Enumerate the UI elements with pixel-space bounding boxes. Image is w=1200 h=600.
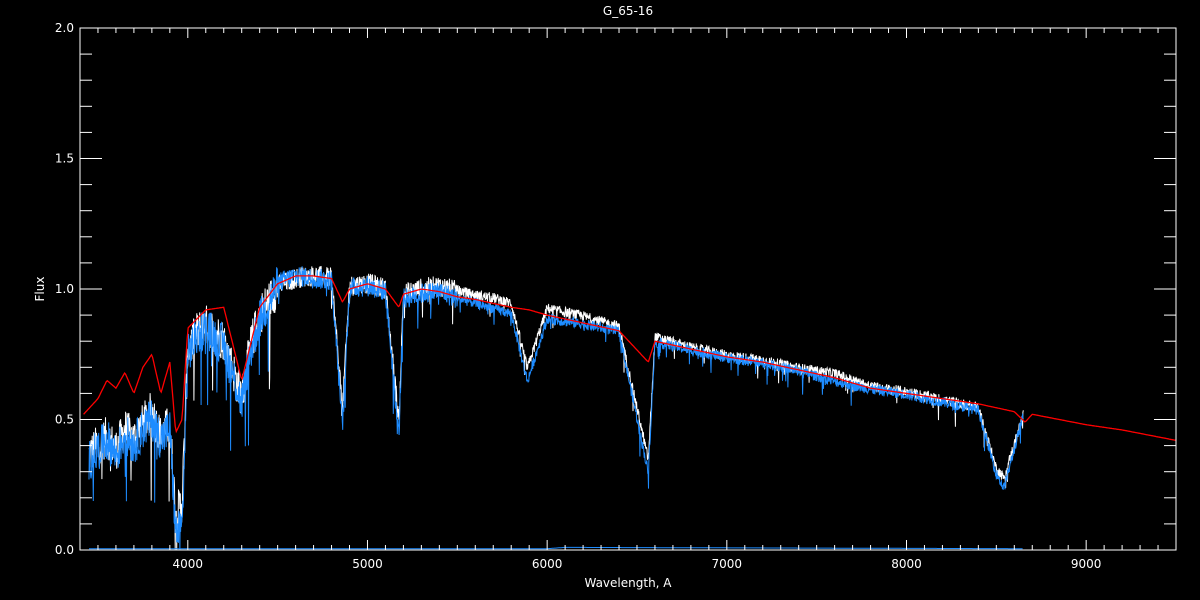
x-tick-label: 9000	[1071, 557, 1102, 571]
x-tick-label: 6000	[532, 557, 563, 571]
observed-spectrum-white	[88, 265, 1024, 551]
y-tick-label: 0.5	[55, 413, 74, 427]
y-axis-label: Flux	[33, 277, 47, 302]
y-tick-label: 1.5	[55, 152, 74, 166]
y-tick-label: 1.0	[55, 282, 74, 296]
error-spectrum-blue	[89, 546, 1023, 550]
series-layer	[83, 265, 1176, 551]
chart-title: G_65-16	[603, 4, 653, 18]
x-tick-label: 5000	[352, 557, 383, 571]
y-tick-label: 0.0	[55, 543, 74, 557]
x-tick-label: 4000	[173, 557, 204, 571]
plot-frame	[79, 27, 1177, 551]
model-spectrum-red	[83, 275, 1176, 441]
x-tick-label: 8000	[891, 557, 922, 571]
ticks-layer: 4000 5000 6000 7000 8000 9000 0.0 0.5 1.0 1.5 2.0	[55, 21, 1177, 571]
y-tick-label: 2.0	[55, 21, 74, 35]
x-tick-label: 7000	[712, 557, 743, 571]
x-axis-label: Wavelength, A	[584, 576, 672, 590]
